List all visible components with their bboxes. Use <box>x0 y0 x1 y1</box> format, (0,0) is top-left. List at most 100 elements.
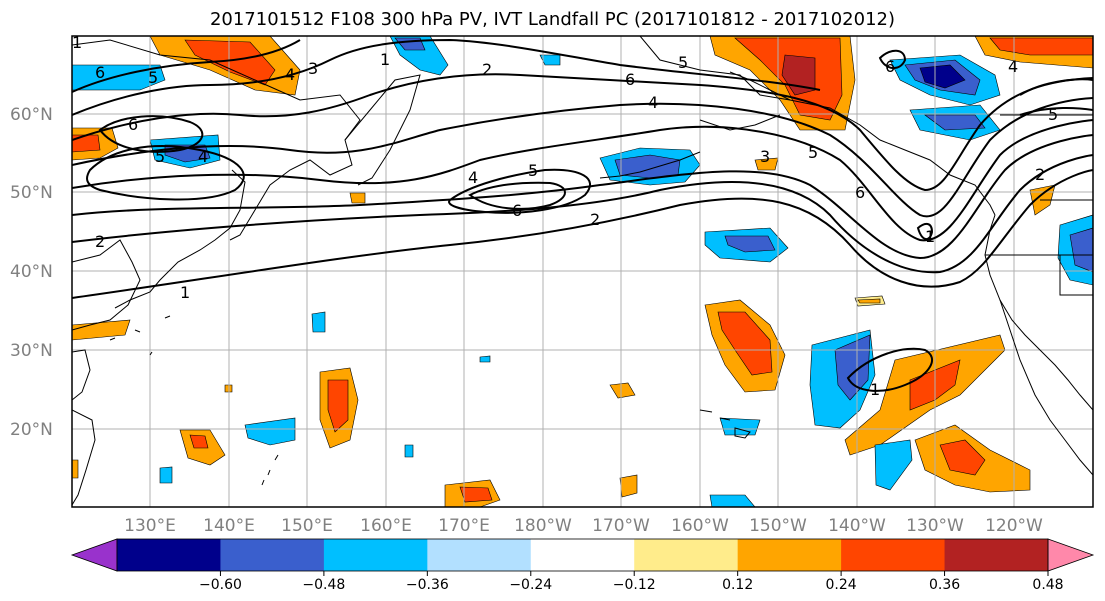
lon-label: 120°W <box>985 516 1043 536</box>
shade-top-right-positive <box>974 36 1093 69</box>
contour-label: 4 <box>198 147 208 166</box>
shading-region <box>874 439 913 491</box>
contour-label: 5 <box>678 53 688 72</box>
colorbar: −0.60 −0.48 −0.36 −0.24 −0.12 0.12 0.24 0.36 0.4… <box>70 538 1095 593</box>
contour-label: 1 <box>72 33 82 52</box>
colorbar-segment <box>117 539 221 571</box>
colorbar-segment <box>530 539 635 571</box>
map-title: 2017101512 F108 300 hPa PV, IVT Landfall… <box>209 9 896 30</box>
lat-label: 50°N <box>10 183 53 203</box>
contour-label: 4 <box>1008 57 1018 76</box>
shading-region <box>724 235 776 253</box>
contour-label: 6 <box>855 183 865 202</box>
shading-region <box>244 417 296 446</box>
contour-label: 5 <box>148 68 158 87</box>
lon-label: 150°E <box>281 516 333 536</box>
colorbar-segment <box>737 539 842 571</box>
contour-label: 6 <box>95 63 105 82</box>
shading-region <box>754 157 779 171</box>
colorbar-segment <box>634 539 739 571</box>
colorbar-tick-label: 0.24 <box>826 577 857 593</box>
contour-label: 2 <box>590 210 600 229</box>
shading-region <box>939 439 986 476</box>
colorbar-tick-label: −0.60 <box>199 577 242 593</box>
colorbar-extend-left <box>70 538 118 572</box>
shading-region <box>924 114 986 131</box>
lon-label: 170°E <box>438 516 490 536</box>
colorbar-tick-label: −0.48 <box>302 577 345 593</box>
colorbar-segment <box>841 539 946 571</box>
lat-label: 60°N <box>10 105 53 125</box>
lon-label: 180°W <box>514 516 572 536</box>
shading-region <box>189 434 209 449</box>
colorbar-tick-label: 0.12 <box>722 577 753 593</box>
colorbar-tick-label: 0.48 <box>1032 577 1063 593</box>
shading-region <box>719 417 761 436</box>
colorbar-outline <box>116 538 1049 572</box>
contour-label: 5 <box>808 143 818 162</box>
lon-label: 130°E <box>124 516 176 536</box>
contour-label: 4 <box>285 65 295 84</box>
shading-region <box>72 319 131 341</box>
contour-label: 1 <box>925 227 935 246</box>
lat-label: 40°N <box>10 262 53 282</box>
contour-label: 5 <box>1048 105 1058 124</box>
shading-region <box>327 379 349 433</box>
coastlines <box>72 36 1093 506</box>
shading-region <box>857 298 881 304</box>
shading-region <box>989 37 1093 56</box>
lat-label: 20°N <box>10 420 53 440</box>
shade-east-positive <box>844 184 1056 493</box>
shading-region <box>479 355 491 363</box>
shading-region <box>159 466 173 484</box>
shade-central-pacific-positive <box>704 295 886 393</box>
contour-label: 4 <box>468 168 478 187</box>
colorbar-tick-label: −0.24 <box>509 577 552 593</box>
contour-label: 1 <box>870 380 880 399</box>
shading-layer <box>72 36 1093 507</box>
shade-south-positive <box>72 157 779 507</box>
colorbar-tick-label: 0.36 <box>929 577 960 593</box>
contour-label: 5 <box>528 161 538 180</box>
colorbar-segment <box>944 539 1049 571</box>
lon-label: 140°E <box>203 516 255 536</box>
lon-label: 140°W <box>828 516 886 536</box>
shading-region <box>311 311 326 333</box>
shading-region <box>349 192 366 204</box>
contour-label: 4 <box>648 93 658 112</box>
shading-region <box>919 64 966 89</box>
contour-label: 2 <box>95 232 105 251</box>
colorbar-segment <box>220 539 325 571</box>
colorbar-tick-label: −0.12 <box>613 577 656 593</box>
lon-label: 160°W <box>671 516 729 536</box>
contour-label: 6 <box>625 70 635 89</box>
lon-label: 130°W <box>906 516 964 536</box>
colorbar-segment <box>323 539 428 571</box>
contour-label: 3 <box>760 147 770 166</box>
latitude-labels: 60°N 50°N 40°N 30°N 20°N <box>10 105 53 440</box>
lon-label: 160°E <box>360 516 412 536</box>
shading-region <box>619 474 638 498</box>
lat-label: 30°N <box>10 341 53 361</box>
contour-label: 2 <box>1035 165 1045 184</box>
longitude-labels: 130°E 140°E 150°E 160°E 170°E 180°W 170°… <box>124 516 1043 536</box>
colorbar-tick-label: −0.36 <box>406 577 449 593</box>
lon-label: 150°W <box>749 516 807 536</box>
contour-label: 6 <box>512 201 522 220</box>
map-frame <box>71 35 1094 508</box>
shading-region <box>609 382 636 399</box>
contour-label: 2 <box>482 60 492 79</box>
shading-region <box>834 334 871 401</box>
lon-label: 170°W <box>592 516 650 536</box>
shade-midpacific-negative <box>704 214 1093 507</box>
shading-region <box>184 39 276 86</box>
shading-region <box>709 494 756 507</box>
contour-label: 3 <box>308 59 318 78</box>
contour-label: 1 <box>180 283 190 302</box>
shading-region <box>404 444 414 458</box>
colorbar-segment <box>427 539 532 571</box>
pv-contours <box>72 38 1093 392</box>
colorbar-extend-right <box>1047 538 1095 572</box>
contour-label: 6 <box>885 57 895 76</box>
